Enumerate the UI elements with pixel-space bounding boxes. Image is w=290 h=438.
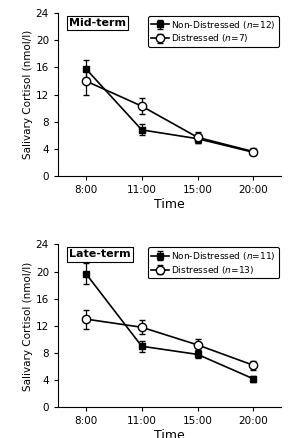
Y-axis label: Salivary Cortisol (nmol/l): Salivary Cortisol (nmol/l) <box>23 30 33 159</box>
Legend: Non-Distressed ($n$=12), Distressed ($n$=7): Non-Distressed ($n$=12), Distressed ($n$… <box>148 16 279 47</box>
X-axis label: Time: Time <box>154 198 185 211</box>
Y-axis label: Salivary Cortisol (nmol/l): Salivary Cortisol (nmol/l) <box>23 261 33 391</box>
Text: Late-term: Late-term <box>69 249 131 259</box>
Legend: Non-Distressed ($n$=11), Distressed ($n$=13): Non-Distressed ($n$=11), Distressed ($n$… <box>148 247 279 279</box>
X-axis label: Time: Time <box>154 429 185 438</box>
Text: Mid-term: Mid-term <box>69 18 126 28</box>
